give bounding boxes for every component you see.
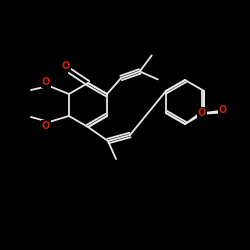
Text: O: O bbox=[42, 121, 50, 131]
Text: O: O bbox=[42, 77, 50, 87]
Text: O: O bbox=[62, 61, 70, 71]
Text: O: O bbox=[198, 108, 206, 118]
Text: O: O bbox=[219, 105, 227, 115]
